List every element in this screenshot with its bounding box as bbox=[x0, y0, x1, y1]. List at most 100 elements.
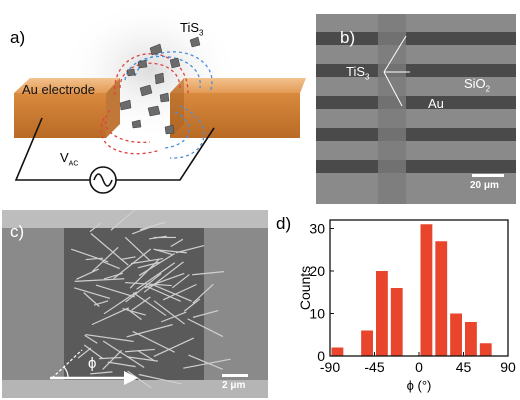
panel-b-sem: b) TiS3 Au SiO2 20 μm bbox=[316, 14, 516, 204]
au-electrode-label: Au electrode bbox=[22, 82, 95, 97]
histogram-bar bbox=[361, 330, 373, 356]
x-tick-label: 45 bbox=[456, 359, 472, 375]
tis3-fiber bbox=[90, 233, 129, 266]
gap-region bbox=[64, 210, 204, 398]
tis3-fiber bbox=[89, 221, 102, 233]
tis3-fiber bbox=[77, 347, 92, 359]
scale-bar-c bbox=[222, 374, 248, 377]
tis3-fiber bbox=[171, 274, 190, 289]
tis3-fiber bbox=[136, 262, 176, 290]
tis3-fiber bbox=[93, 300, 109, 306]
tis3-fiber bbox=[103, 272, 123, 280]
histogram-bar bbox=[376, 271, 388, 356]
tis3-fiber bbox=[103, 291, 138, 315]
tis3-fiber bbox=[95, 284, 135, 298]
tis3-fiber bbox=[124, 236, 151, 262]
y-tick-label: 30 bbox=[309, 221, 325, 237]
tis3-fiber bbox=[175, 245, 205, 254]
x-tick-label: -45 bbox=[364, 359, 384, 375]
panel-a-schematic: a) TiS3 Au electrode VAC bbox=[0, 0, 310, 205]
tis3-fiber bbox=[74, 278, 125, 282]
tis3-fiber bbox=[149, 235, 167, 240]
histogram-bar bbox=[479, 343, 492, 356]
tis3-fiber bbox=[102, 260, 120, 270]
histogram-bar bbox=[331, 347, 344, 356]
tis3-fiber bbox=[122, 307, 146, 316]
tis3-fiber bbox=[125, 348, 155, 353]
tis3-fiber bbox=[84, 334, 98, 344]
tis3-fiber bbox=[126, 324, 173, 338]
electrode-schematic bbox=[14, 0, 306, 194]
tis3-b-label: TiS3 bbox=[346, 64, 369, 82]
tis3-fiber bbox=[132, 222, 163, 235]
tis3-fiber bbox=[188, 354, 223, 370]
histogram-bar bbox=[390, 288, 403, 356]
tis3-fiber bbox=[162, 283, 197, 301]
tis3-fiber bbox=[125, 272, 162, 303]
tis3-fibers bbox=[70, 210, 231, 389]
y-tick-label: 10 bbox=[309, 306, 325, 322]
scale-b-label: 20 μm bbox=[470, 180, 499, 191]
left-electrode-front bbox=[14, 93, 106, 138]
tis3-fiber bbox=[138, 253, 175, 277]
tis3-fiber bbox=[125, 281, 172, 287]
tis3-fiber bbox=[127, 370, 152, 389]
sem-gap-image bbox=[2, 210, 268, 398]
y-axis-label: Counts bbox=[297, 266, 313, 310]
tis3-deposit bbox=[378, 14, 406, 204]
tis3-fiber bbox=[153, 337, 194, 357]
tis3-fiber bbox=[160, 311, 187, 323]
sio2-b-main: SiO bbox=[464, 76, 486, 91]
scale-c-label: 2 μm bbox=[222, 380, 246, 391]
tis3-fiber bbox=[85, 257, 103, 261]
arrow-head bbox=[124, 371, 138, 385]
panel-d-histogram: 0 10 20 30 -90 -45 0 45 90 Counts ϕ (°) d) bbox=[270, 208, 518, 398]
electrode-gap bbox=[106, 78, 120, 138]
circuit-wire bbox=[14, 117, 215, 194]
plot-frame bbox=[329, 219, 509, 357]
tis3-fiber bbox=[120, 256, 136, 261]
histogram-bar bbox=[465, 322, 477, 356]
tis3-fiber bbox=[192, 271, 224, 276]
tis3-fiber bbox=[155, 249, 187, 254]
field-lines-red bbox=[100, 53, 189, 155]
tis3-fiber bbox=[83, 344, 104, 360]
panel-c-label: c) bbox=[10, 222, 25, 241]
tis3-fiber bbox=[146, 285, 181, 302]
x-axis-label: ϕ (°) bbox=[407, 378, 432, 393]
sem-stripes bbox=[316, 14, 516, 204]
tis3-fiber bbox=[192, 283, 214, 304]
tis3-b-main: TiS bbox=[346, 64, 366, 79]
tis3-fiber bbox=[137, 261, 160, 269]
angle-reference-line bbox=[51, 349, 83, 379]
histogram-bar bbox=[420, 224, 433, 356]
tis3-label-sub: 3 bbox=[199, 28, 204, 38]
tis3-fiber bbox=[131, 296, 151, 311]
tis3-fiber bbox=[183, 358, 231, 369]
vac-label-main: V bbox=[60, 150, 69, 165]
au-b-label: Au bbox=[428, 96, 444, 111]
tis3-fiber bbox=[91, 246, 119, 273]
tis3-label: TiS3 bbox=[180, 20, 203, 38]
tis3-fiber bbox=[183, 298, 201, 312]
tis3-fiber bbox=[107, 361, 136, 368]
vac-label: VAC bbox=[60, 150, 78, 168]
y-tick-label: 20 bbox=[309, 263, 325, 279]
sio2-gaps bbox=[316, 32, 516, 173]
panel-c-sem: c) ϕ 2 μm bbox=[2, 210, 268, 398]
tis3-fiber bbox=[102, 349, 123, 370]
panel-a-label: a) bbox=[10, 28, 26, 47]
tis3-fiber bbox=[170, 238, 184, 248]
tis3-fiber bbox=[132, 292, 167, 317]
tis3-fiber bbox=[153, 300, 185, 325]
tis3-fiber bbox=[143, 261, 184, 293]
right-electrode-top bbox=[170, 78, 306, 93]
x-tick-label: -90 bbox=[320, 359, 340, 375]
histogram-bar bbox=[450, 313, 462, 356]
scale-bar-b bbox=[472, 174, 504, 177]
left-electrode-top bbox=[14, 78, 120, 93]
tis3-fiber bbox=[152, 284, 192, 302]
y-tick-label: 0 bbox=[317, 348, 325, 364]
tis3-fiber bbox=[91, 307, 130, 326]
tis3-fiber bbox=[138, 373, 182, 385]
